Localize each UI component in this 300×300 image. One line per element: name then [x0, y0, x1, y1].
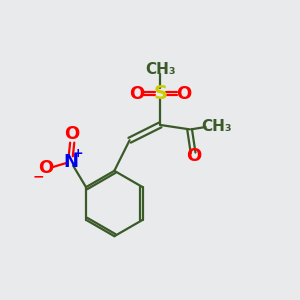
Text: O: O — [129, 85, 145, 103]
Text: O: O — [176, 85, 191, 103]
Text: S: S — [153, 84, 167, 103]
Text: O: O — [64, 125, 80, 143]
Text: CH₃: CH₃ — [145, 62, 176, 77]
Text: O: O — [38, 159, 54, 177]
Text: +: + — [72, 147, 83, 160]
Text: CH₃: CH₃ — [201, 119, 232, 134]
Text: N: N — [63, 153, 78, 171]
Text: −: − — [32, 170, 44, 184]
Text: O: O — [186, 147, 202, 165]
